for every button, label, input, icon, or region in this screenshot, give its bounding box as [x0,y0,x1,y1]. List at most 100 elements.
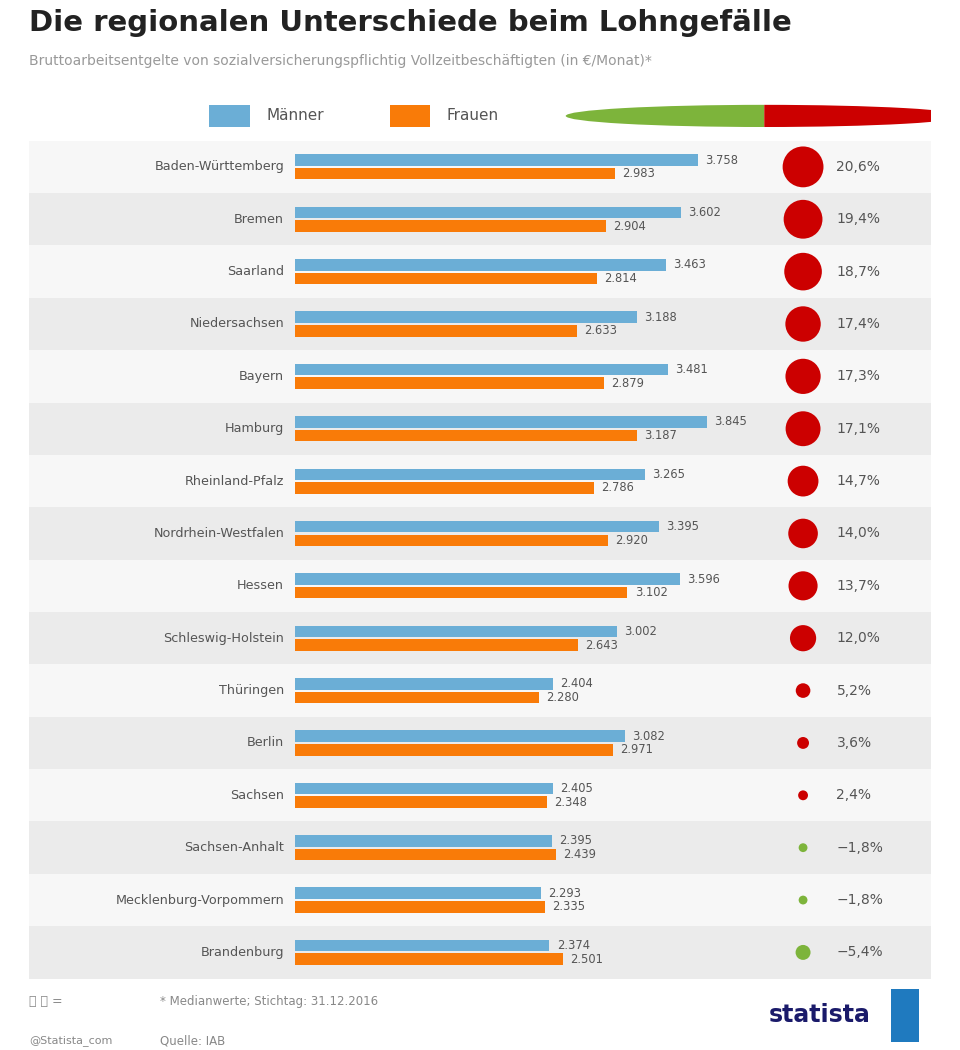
Ellipse shape [796,684,810,698]
FancyBboxPatch shape [295,429,636,441]
Text: * Medianwerte; Stichtag: 31.12.2016: * Medianwerte; Stichtag: 31.12.2016 [159,994,378,1008]
FancyBboxPatch shape [295,744,613,756]
Text: Bremen: Bremen [234,213,284,226]
FancyBboxPatch shape [29,141,931,193]
Text: 14,7%: 14,7% [836,475,880,488]
Ellipse shape [782,146,824,187]
Text: −1,8%: −1,8% [836,841,883,855]
Ellipse shape [796,945,810,960]
Text: 3.187: 3.187 [644,429,677,442]
Ellipse shape [788,519,818,548]
Text: 3.463: 3.463 [673,258,707,271]
Text: Baden-Württemberg: Baden-Württemberg [155,161,284,173]
FancyBboxPatch shape [29,821,931,874]
Text: 3.082: 3.082 [633,730,665,742]
FancyBboxPatch shape [295,953,563,965]
FancyBboxPatch shape [29,507,931,560]
FancyBboxPatch shape [29,769,931,821]
FancyBboxPatch shape [29,455,931,507]
Text: Bayern: Bayern [239,370,284,383]
Text: 18,7%: 18,7% [836,265,880,278]
Text: Hessen: Hessen [237,580,284,592]
Text: 3.002: 3.002 [624,625,657,638]
Wedge shape [565,105,764,127]
FancyBboxPatch shape [295,220,606,232]
FancyBboxPatch shape [295,273,596,285]
FancyBboxPatch shape [29,246,931,298]
FancyBboxPatch shape [295,154,698,166]
FancyBboxPatch shape [295,587,628,598]
Text: Ⓒ ⓘ =: Ⓒ ⓘ = [29,994,62,1008]
FancyBboxPatch shape [295,796,546,807]
Text: 2.633: 2.633 [585,324,617,337]
Text: 2.814: 2.814 [604,272,636,285]
FancyBboxPatch shape [295,940,549,951]
Text: 2.983: 2.983 [622,167,655,181]
FancyBboxPatch shape [295,312,636,323]
FancyBboxPatch shape [295,573,681,585]
Text: Hamburg: Hamburg [225,422,284,436]
Text: Brandenburg: Brandenburg [201,946,284,959]
Ellipse shape [799,896,807,904]
FancyBboxPatch shape [295,901,545,912]
Text: 19,4%: 19,4% [836,212,880,226]
Text: 2,4%: 2,4% [836,789,872,802]
Text: 17,1%: 17,1% [836,422,880,436]
Text: 2.643: 2.643 [586,638,618,651]
Text: 3.188: 3.188 [644,311,677,323]
Text: 13,7%: 13,7% [836,579,880,593]
Text: 2.786: 2.786 [601,481,634,495]
Text: −1,8%: −1,8% [836,894,883,907]
Ellipse shape [797,737,809,749]
Text: 3.602: 3.602 [688,206,721,219]
Text: 2.395: 2.395 [559,835,592,847]
FancyBboxPatch shape [295,534,608,546]
Text: Schleswig-Holstein: Schleswig-Holstein [163,632,284,645]
FancyBboxPatch shape [295,363,668,375]
Text: 2.405: 2.405 [560,782,593,795]
Text: Berlin: Berlin [247,736,284,750]
FancyBboxPatch shape [295,416,707,427]
Text: 2.404: 2.404 [560,677,592,690]
Text: 3.265: 3.265 [652,468,685,481]
Text: 2.348: 2.348 [554,796,587,808]
FancyBboxPatch shape [29,350,931,402]
FancyBboxPatch shape [29,926,931,979]
Text: Rheinland-Pfalz: Rheinland-Pfalz [185,475,284,487]
Text: 17,4%: 17,4% [836,317,880,331]
FancyBboxPatch shape [295,468,645,480]
Ellipse shape [783,200,823,238]
FancyBboxPatch shape [29,402,931,455]
Ellipse shape [785,307,821,341]
Text: Sachsen: Sachsen [230,789,284,802]
Text: Mecklenburg-Vorpommern: Mecklenburg-Vorpommern [115,894,284,906]
Text: 2.439: 2.439 [564,848,596,861]
Text: Die regionalen Unterschiede beim Lohngefälle: Die regionalen Unterschiede beim Lohngef… [29,9,792,37]
Text: 2.293: 2.293 [548,887,581,900]
FancyBboxPatch shape [295,678,553,690]
Text: @Statista_com: @Statista_com [29,1034,112,1046]
FancyBboxPatch shape [29,612,931,665]
Ellipse shape [784,253,822,291]
FancyBboxPatch shape [891,989,920,1042]
FancyBboxPatch shape [295,626,616,637]
Text: 5,2%: 5,2% [836,684,872,697]
Text: 2.879: 2.879 [611,377,643,390]
FancyBboxPatch shape [29,665,931,717]
Text: 2.335: 2.335 [552,900,586,914]
Text: Männer: Männer [266,108,324,124]
FancyBboxPatch shape [295,782,553,794]
Ellipse shape [785,412,821,446]
Text: 2.280: 2.280 [546,691,580,704]
FancyBboxPatch shape [295,259,666,271]
FancyBboxPatch shape [209,105,250,126]
Text: 20,6%: 20,6% [836,160,880,174]
Text: 3.758: 3.758 [705,153,738,167]
FancyBboxPatch shape [295,326,577,337]
FancyBboxPatch shape [29,717,931,769]
FancyBboxPatch shape [295,482,593,494]
Text: Quelle: IAB: Quelle: IAB [159,1034,225,1048]
FancyBboxPatch shape [295,848,557,860]
Text: Niedersachsen: Niedersachsen [189,317,284,331]
Text: Frauen: Frauen [446,108,499,124]
